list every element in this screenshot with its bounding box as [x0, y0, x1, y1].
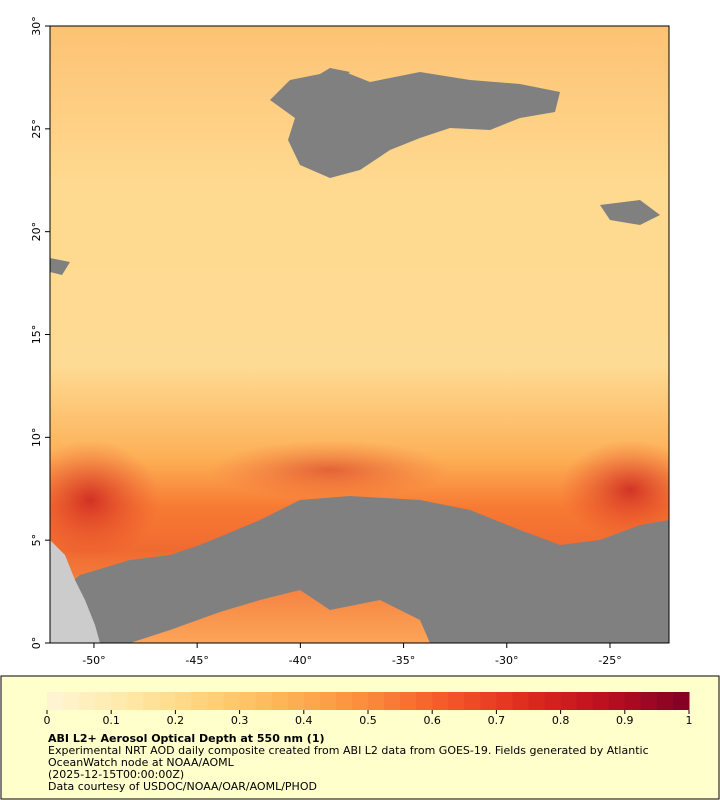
colorbar-cell [560, 692, 578, 710]
colorbar-cell [432, 692, 449, 710]
colorbar-cell [175, 692, 192, 710]
caption-line: OceanWatch node at NOAA/AOML [48, 756, 235, 769]
y-tick-label: 10° [30, 428, 43, 448]
colorbar-cell [207, 692, 225, 710]
colorbar-cell [143, 692, 160, 710]
colorbar-cell [351, 692, 369, 710]
colorbar-tick-label: 0.4 [295, 714, 313, 727]
colorbar-cell [111, 692, 128, 710]
colorbar-cell [335, 692, 353, 710]
colorbar-cell [255, 692, 273, 710]
colorbar-cell [319, 692, 337, 710]
y-tick-label: 25° [30, 119, 43, 139]
colorbar-cell [223, 692, 241, 710]
y-tick-label: 15° [30, 325, 43, 345]
colorbar-cell [656, 692, 674, 710]
y-tick-label: 0° [30, 637, 43, 650]
colorbar-cell [464, 692, 481, 710]
y-tick-label: 5° [30, 534, 43, 547]
colorbar-cell [79, 692, 96, 710]
colorbar-cell [191, 692, 208, 710]
colorbar-cell [448, 692, 465, 710]
colorbar-cell [592, 692, 610, 710]
colorbar-cell [159, 692, 176, 710]
colorbar-cell [127, 692, 144, 710]
colorbar-cell [480, 692, 497, 710]
x-tick-label: -50° [82, 654, 105, 667]
x-tick-label: -30° [495, 654, 518, 667]
colorbar-cell [95, 692, 112, 710]
colorbar-tick-label: 0 [44, 714, 51, 727]
map-image [50, 26, 669, 643]
colorbar-tick-label: 0.1 [102, 714, 120, 727]
colorbar-cell [640, 692, 658, 710]
colorbar-cell [624, 692, 642, 710]
colorbar-cell [672, 692, 690, 710]
colorbar-cell [287, 692, 305, 710]
colorbar-cell [303, 692, 321, 710]
colorbar-tick-label: 0.2 [167, 714, 185, 727]
colorbar-cell [576, 692, 594, 710]
y-tick-label: 30° [30, 16, 43, 36]
x-tick-label: -25° [598, 654, 621, 667]
colorbar-tick-label: 0.6 [423, 714, 441, 727]
caption-line: (2025-12-15T00:00:00Z) [48, 768, 184, 781]
colorbar-cell [368, 692, 385, 710]
colorbar-cell [528, 692, 546, 710]
colorbar-cell [544, 692, 562, 710]
x-tick-label: -45° [185, 654, 208, 667]
colorbar-cell [239, 692, 257, 710]
colorbar-cell [608, 692, 626, 710]
colorbar-cell [384, 692, 401, 710]
colorbar-cell [416, 692, 433, 710]
caption-title: ABI L2+ Aerosol Optical Depth at 550 nm … [48, 732, 325, 745]
colorbar-tick-label: 0.8 [552, 714, 570, 727]
colorbar-cell [63, 692, 80, 710]
x-tick-label: -40° [289, 654, 312, 667]
caption-line: Experimental NRT AOD daily composite cre… [48, 744, 649, 757]
colorbar-tick-label: 1 [686, 714, 693, 727]
colorbar-tick-label: 0.5 [359, 714, 377, 727]
colorbar-cell [512, 692, 529, 710]
colorbar-cell [400, 692, 417, 710]
colorbar-tick-label: 0.7 [488, 714, 506, 727]
x-tick-label: -35° [392, 654, 415, 667]
colorbar-cell [271, 692, 289, 710]
y-tick-label: 20° [30, 222, 43, 242]
colorbar-cell [47, 692, 64, 710]
colorbar-cell [496, 692, 513, 710]
colorbar-tick-label: 0.3 [231, 714, 249, 727]
colorbar-tick-label: 0.9 [616, 714, 634, 727]
caption-line: Data courtesy of USDOC/NOAA/OAR/AOML/PHO… [48, 780, 317, 793]
